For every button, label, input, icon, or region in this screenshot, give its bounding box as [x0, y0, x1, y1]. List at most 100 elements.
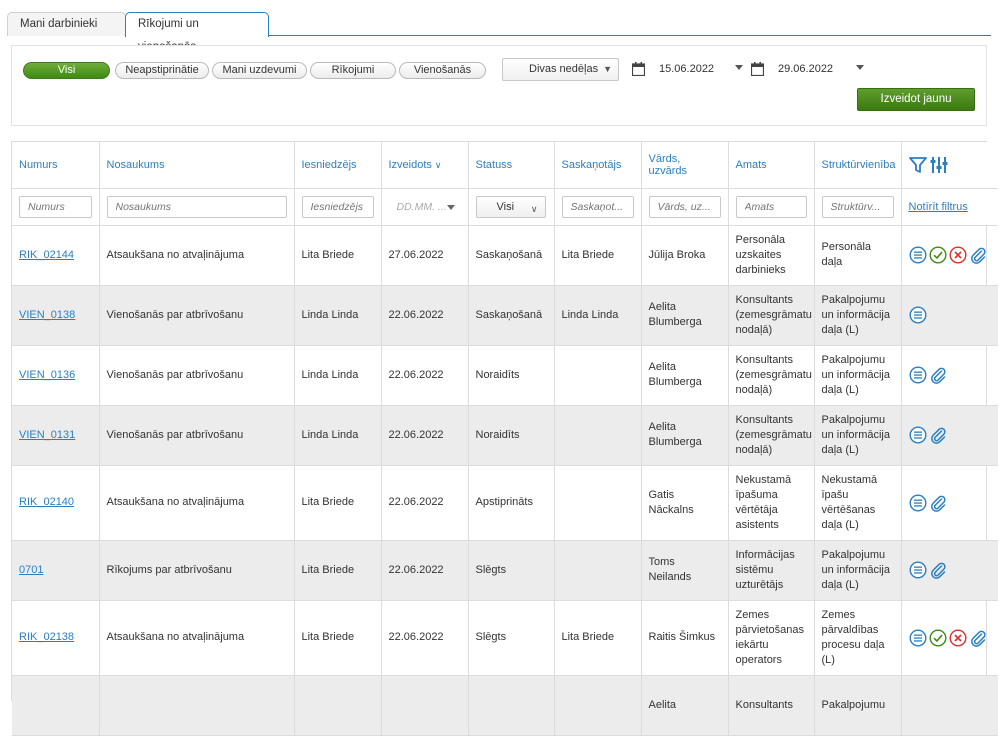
column-header-amats[interactable]: Amats: [728, 142, 815, 189]
filter-struktur-input[interactable]: [821, 195, 894, 218]
record-number-link[interactable]: VIEN_0138: [19, 308, 76, 321]
table-row[interactable]: VIEN_0136 Vienošanās par atbrīvošanu Linda…: [12, 345, 998, 406]
cell-approver: [554, 675, 642, 736]
record-number-link[interactable]: RIK_02140: [19, 496, 75, 508]
cell-position: Zemes pārvietošanas iekārtu operators: [728, 600, 815, 676]
date-to-value: 29.06.2022: [778, 63, 834, 75]
column-header-saskanotajs[interactable]: Saskaņotājs: [554, 142, 642, 189]
filter-amats-input[interactable]: [735, 195, 807, 218]
cell-submitter: Lita Briede: [294, 600, 382, 676]
filter-saskanotajs-input[interactable]: [561, 195, 634, 218]
period-select[interactable]: Divas nedēļas ▼: [502, 58, 619, 81]
cell-number: VIEN_0138: [12, 285, 100, 346]
cell-actions: [901, 600, 998, 676]
cell-approver: Lita Briede: [554, 225, 642, 286]
column-header-vards-uzvards[interactable]: Vārds, uzvārds: [641, 142, 729, 189]
cell-unit: Nekustamā īpašu vērtēšanas daļa (L): [814, 465, 902, 541]
date-to-picker[interactable]: 29.06.2022: [751, 60, 864, 80]
attachment-icon[interactable]: [929, 494, 947, 512]
cell-title: Vienošanās par atbrīvošanu: [99, 285, 295, 346]
details-icon[interactable]: [908, 561, 927, 579]
attachment-icon[interactable]: [929, 366, 947, 384]
cell-title: Vienošanās par atbrīvošanu: [99, 345, 295, 406]
filter-statuss-select[interactable]: Visi ∨: [475, 195, 546, 218]
column-header-numurs[interactable]: Numurs: [12, 142, 100, 189]
create-new-button[interactable]: Izveidot jaunu: [857, 88, 975, 111]
cell-status: Saskaņošanā: [468, 225, 555, 286]
column-header-izveidots[interactable]: Izveidots ∨: [381, 142, 469, 189]
table-row[interactable]: RIK_02140 Atsaukšana no atvaļinājuma Lita …: [12, 465, 998, 541]
cell-status: Slēgts: [468, 540, 555, 601]
record-number-link[interactable]: VIEN_0131: [19, 428, 76, 441]
cell-created: 22.06.2022: [381, 345, 469, 406]
table-row[interactable]: RIK_02138 Atsaukšana no atvaļinājuma Lita …: [12, 600, 998, 676]
clear-filters-link[interactable]: Notīrīt filtrus: [908, 200, 968, 213]
cell-position: Konsultants: [728, 675, 815, 736]
filter-izveidots-date[interactable]: DD.MM. ...: [389, 196, 461, 218]
table-row[interactable]: 0701 Rīkojums par atbrīvošanu Lita Briede 2…: [12, 540, 998, 601]
table-row[interactable]: Aelita Konsultants Pakalpojumu: [12, 675, 998, 736]
details-icon[interactable]: [908, 628, 927, 647]
column-settings-icon[interactable]: [930, 156, 948, 174]
filter-vards-input[interactable]: [648, 195, 721, 218]
details-icon[interactable]: [908, 366, 927, 384]
filter-unapproved-pill[interactable]: Neapstiprinātie: [115, 62, 209, 79]
table-row[interactable]: RIK_02144 Atsaukšana no atvaļinājuma Lita …: [12, 225, 998, 286]
record-number-link[interactable]: VIEN_0136: [19, 368, 76, 381]
cell-number: RIK_02144: [12, 225, 100, 286]
record-number-link[interactable]: RIK_02138: [19, 631, 75, 643]
details-icon[interactable]: [908, 493, 927, 512]
cell-submitter: Linda Linda: [294, 345, 382, 406]
date-from-picker[interactable]: 15.06.2022: [632, 60, 744, 80]
details-icon[interactable]: [908, 306, 927, 324]
cell-created: 27.06.2022: [381, 225, 469, 286]
attachment-icon[interactable]: [969, 629, 987, 647]
column-header-iesniedzejs[interactable]: Iesniedzējs: [294, 142, 382, 189]
cell-actions: [901, 345, 998, 406]
attachment-icon[interactable]: [929, 561, 947, 579]
approve-icon[interactable]: [928, 246, 947, 264]
details-icon[interactable]: [908, 426, 927, 444]
reject-icon[interactable]: [948, 628, 967, 647]
cell-submitter: Linda Linda: [294, 285, 382, 346]
filter-all-pill[interactable]: Visi: [23, 62, 110, 79]
tab-mani-darbinieki[interactable]: Mani darbinieki: [7, 12, 126, 36]
filter-my-tasks-pill[interactable]: Mani uzdevumi: [212, 62, 307, 79]
filter-agreements-pill[interactable]: Vienošanās: [399, 62, 486, 79]
approve-icon[interactable]: [928, 628, 947, 647]
cell-created: 22.06.2022: [381, 285, 469, 346]
table-row[interactable]: VIEN_0138 Vienošanās par atbrīvošanu Linda…: [12, 285, 998, 346]
cell-full-name: Aelita Blumberga: [641, 345, 729, 406]
cell-submitter: [294, 675, 382, 736]
reject-icon[interactable]: [948, 246, 967, 264]
record-number-link[interactable]: RIK_02144: [19, 248, 75, 261]
cell-approver: Linda Linda: [554, 285, 642, 346]
cell-unit: Pakalpojumu un informācija daļa (L): [814, 405, 902, 466]
attachment-icon[interactable]: [969, 246, 987, 264]
cell-full-name: Aelita Blumberga: [641, 405, 729, 466]
table-row[interactable]: VIEN_0131 Vienošanās par atbrīvošanu Linda…: [12, 405, 998, 466]
cell-unit: Pakalpojumu un informācija daļa (L): [814, 540, 902, 601]
filter-icon[interactable]: [908, 156, 927, 174]
filter-numurs-input[interactable]: [19, 195, 92, 218]
filter-nosaukums-input[interactable]: [106, 195, 287, 218]
cell-created: 22.06.2022: [381, 540, 469, 601]
cell-position: Konsultants (zemesgrāmatu nodaļā): [728, 405, 815, 466]
cell-approver: [554, 540, 642, 601]
calendar-icon[interactable]: [751, 62, 764, 76]
calendar-icon[interactable]: [632, 62, 645, 76]
period-select-value: Divas nedēļas: [529, 63, 599, 75]
cell-full-name: Toms Neilands: [641, 540, 729, 601]
column-header-nosaukums[interactable]: Nosaukums: [99, 142, 295, 189]
tab-rikojumi-un-vienosanas[interactable]: Rīkojumi un vienošanās: [125, 12, 269, 53]
record-number-link[interactable]: 0701: [19, 563, 44, 576]
column-header-statuss[interactable]: Statuss: [468, 142, 555, 189]
cell-approver: [554, 465, 642, 541]
cell-title: Rīkojums par atbrīvošanu: [99, 540, 295, 601]
column-header-strukturvieniba[interactable]: Struktūrvienība: [814, 142, 902, 189]
filter-orders-pill[interactable]: Rīkojumi: [310, 62, 396, 79]
details-icon[interactable]: [908, 246, 927, 264]
filter-iesniedzejs-input[interactable]: [301, 195, 374, 218]
attachment-icon[interactable]: [929, 426, 947, 444]
cell-full-name: Aelita Blumberga: [641, 285, 729, 346]
